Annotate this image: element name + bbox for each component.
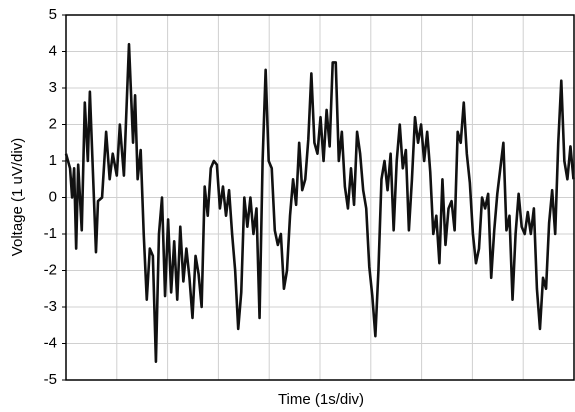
plot-frame — [65, 14, 575, 381]
x-axis-label: Time (1s/div) — [278, 391, 364, 408]
y-axis-label: Voltage (1 uV/div) — [9, 138, 26, 256]
y-tick-label: -4 — [44, 334, 57, 351]
y-tick-label: 2 — [49, 115, 57, 132]
y-tick-label: 0 — [49, 188, 57, 205]
y-tick-label: 4 — [49, 42, 57, 59]
y-tick-label: -5 — [44, 371, 57, 388]
y-tick-label: 3 — [49, 79, 57, 96]
y-tick-label: 5 — [49, 6, 57, 23]
y-tick-label: -1 — [44, 225, 57, 242]
y-tick-label: -3 — [44, 298, 57, 315]
y-tick-label: -2 — [44, 261, 57, 278]
y-tick-label: 1 — [49, 152, 57, 169]
signal-line — [64, 42, 575, 364]
